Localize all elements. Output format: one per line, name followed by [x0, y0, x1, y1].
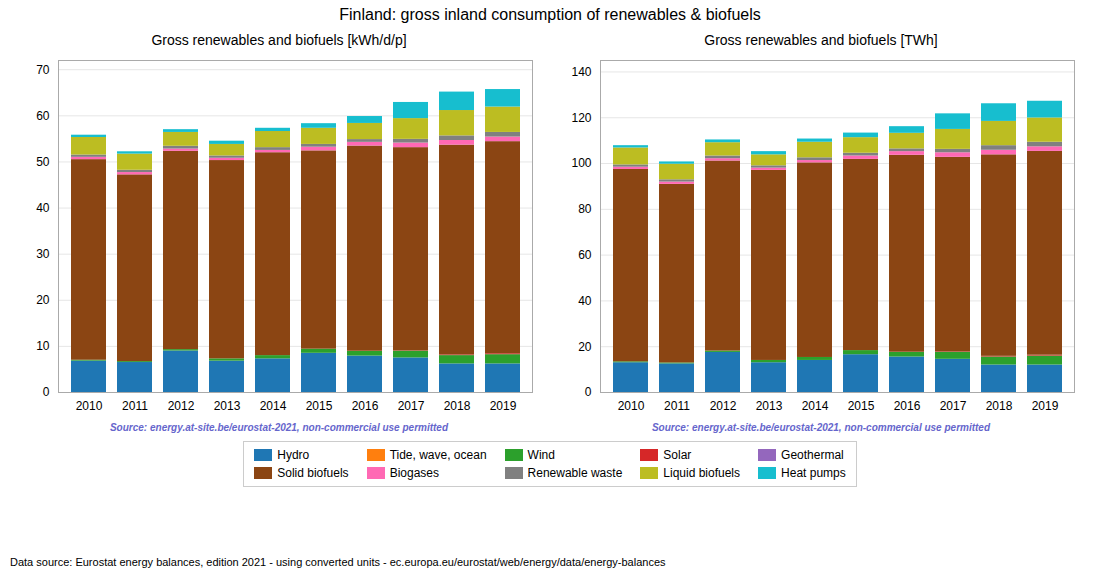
svg-text:2016: 2016: [352, 399, 379, 413]
html-text:Liquid biofuels: Liquid biofuels: [663, 466, 740, 480]
html-text:Hydro: Hydro: [277, 448, 310, 462]
svg-text:2016: 2016: [894, 399, 921, 413]
html-text:Gross renewables and biofuels: Gross renewables and biofuels [TWh]: [704, 32, 938, 48]
svg-text:0: 0: [585, 385, 592, 399]
svg-text:0: 0: [43, 385, 50, 399]
html-text:Heat pumps: Heat pumps: [781, 466, 846, 480]
svg-text:40: 40: [578, 294, 592, 308]
svg-text:2012: 2012: [710, 399, 737, 413]
svg-text:2013: 2013: [214, 399, 241, 413]
svg-text:60: 60: [578, 248, 592, 262]
svg-text:80: 80: [578, 202, 592, 216]
html-text:Finland: gross inland consumpt: Finland: gross inland consumption of ren…: [339, 6, 761, 23]
svg-text:140: 140: [571, 65, 591, 79]
svg-text:2017: 2017: [940, 399, 967, 413]
svg-text:70: 70: [36, 63, 50, 77]
svg-text:2012: 2012: [168, 399, 195, 413]
svg-text:50: 50: [36, 155, 50, 169]
html-text:Wind: Wind: [527, 448, 555, 462]
html-text:Tide, wave, ocean: Tide, wave, ocean: [389, 448, 487, 462]
svg-text:10: 10: [36, 339, 50, 353]
html-text:Renewable waste: Renewable waste: [527, 466, 623, 480]
svg-text:120: 120: [571, 111, 591, 125]
svg-text:2010: 2010: [76, 399, 103, 413]
html-text:Biogases: Biogases: [389, 466, 439, 480]
html-text:Geothermal: Geothermal: [781, 448, 844, 462]
svg-text:60: 60: [36, 109, 50, 123]
html-text:Gross renewables and biofuels: Gross renewables and biofuels [kWh/d/p]: [151, 32, 407, 48]
svg-text:2010: 2010: [618, 399, 645, 413]
svg-text:2015: 2015: [848, 399, 875, 413]
svg-text:2014: 2014: [260, 399, 287, 413]
svg-text:2018: 2018: [444, 399, 471, 413]
html-text:Source: energy.at-site.be/euro: Source: energy.at-site.be/eurostat-2021,…: [652, 422, 990, 433]
svg-text:2015: 2015: [306, 399, 333, 413]
svg-text:2018: 2018: [986, 399, 1013, 413]
svg-text:2013: 2013: [756, 399, 783, 413]
svg-text:20: 20: [36, 293, 50, 307]
html-text:Solid biofuels: Solid biofuels: [277, 466, 349, 480]
svg-text:2019: 2019: [490, 399, 517, 413]
svg-text:2011: 2011: [122, 399, 148, 413]
svg-text:100: 100: [571, 156, 591, 170]
html-text:Data source: Eurostat energy b: Data source: Eurostat energy balances, e…: [10, 556, 666, 568]
svg-text:20: 20: [578, 340, 592, 354]
svg-text:30: 30: [36, 247, 50, 261]
svg-text:2019: 2019: [1032, 399, 1059, 413]
svg-text:40: 40: [36, 201, 50, 215]
html-text:Source: energy.at-site.be/euro: Source: energy.at-site.be/eurostat-2021,…: [110, 422, 448, 433]
svg-text:2011: 2011: [664, 399, 690, 413]
svg-text:2017: 2017: [398, 399, 425, 413]
svg-text:2014: 2014: [802, 399, 829, 413]
html-text:Solar: Solar: [663, 448, 692, 462]
